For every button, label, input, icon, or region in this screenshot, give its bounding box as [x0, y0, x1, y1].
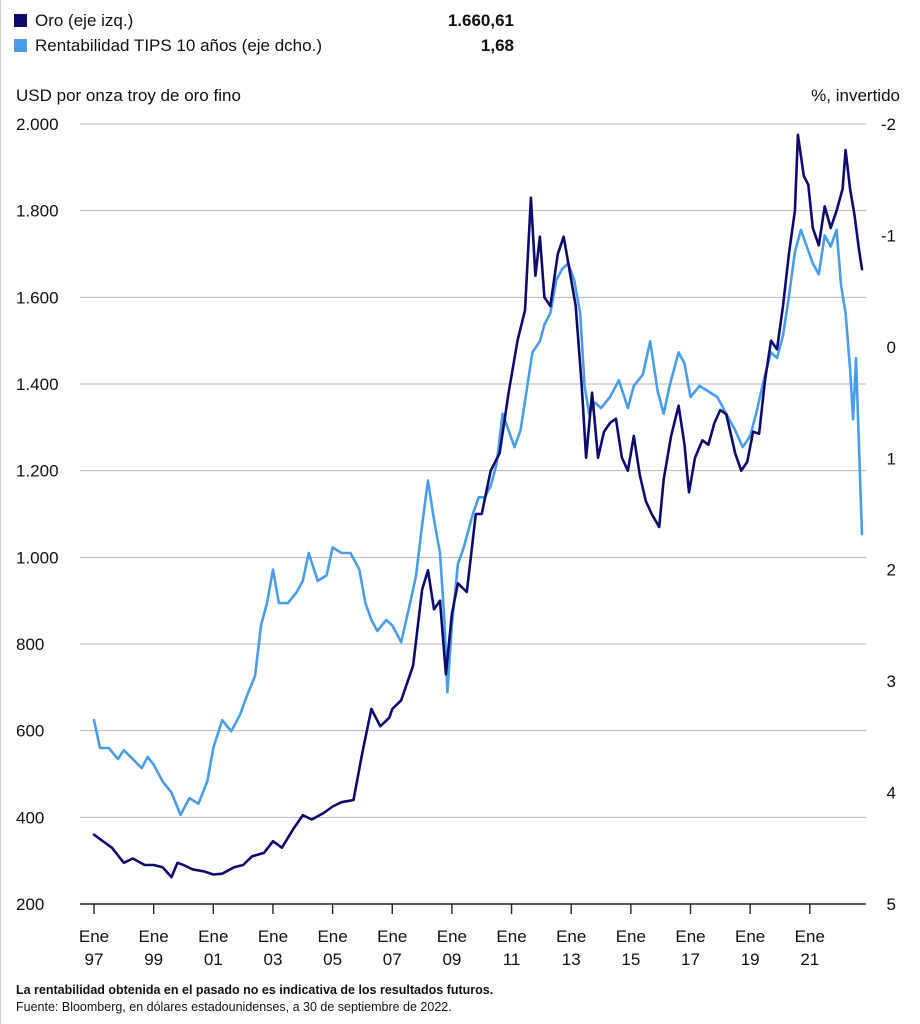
left-tick-label: 1.200 — [16, 462, 59, 481]
x-tick-label-year: 09 — [442, 950, 461, 969]
x-tick-label-month: Ene — [139, 927, 169, 946]
legend: Oro (eje izq.) 1.660,61 Rentabilidad TIP… — [14, 8, 514, 58]
right-tick-label: 5 — [887, 895, 896, 914]
right-tick-label: -1 — [881, 226, 896, 245]
x-tick-label-month: Ene — [496, 927, 526, 946]
page-edge — [0, 0, 1, 1024]
right-axis-ticks: -2 -1 0 1 2 3 4 5 — [881, 115, 896, 914]
left-tick-label: 400 — [16, 808, 44, 827]
x-tick-label-month: Ene — [795, 927, 825, 946]
legend-value-gold: 1.660,61 — [447, 11, 514, 30]
legend-label-tips: Rentabilidad TIPS 10 años (eje dcho.) — [35, 36, 322, 55]
x-tick-label-year: 21 — [800, 950, 819, 969]
x-tick-label-year: 05 — [323, 950, 342, 969]
right-axis-title: %, invertido — [811, 86, 900, 105]
legend-swatch-gold — [14, 14, 27, 27]
legend-item-gold: Oro (eje izq.) 1.660,61 — [14, 8, 514, 33]
right-tick-label: 0 — [887, 338, 896, 357]
x-tick-label-year: 07 — [383, 950, 402, 969]
x-tick-label-month: Ene — [317, 927, 347, 946]
x-tick-label-year: 19 — [741, 950, 760, 969]
left-tick-label: 200 — [16, 895, 44, 914]
line-chart: 2.000 1.800 1.600 1.400 1.200 1.000 800 600 400 2… — [16, 115, 896, 969]
x-tick-label-year: 13 — [562, 950, 581, 969]
x-tick-label-year: 11 — [503, 950, 521, 969]
right-tick-label: -2 — [881, 115, 896, 134]
left-axis-title: USD por onza troy de oro fino — [16, 86, 241, 105]
left-axis-ticks: 2.000 1.800 1.600 1.400 1.200 1.000 800 600 400 2… — [16, 115, 59, 914]
x-tick-label-month: Ene — [556, 927, 586, 946]
x-tick-label-month: Ene — [258, 927, 288, 946]
right-tick-label: 4 — [887, 784, 896, 803]
legend-value-tips: 1,68 — [480, 36, 514, 55]
x-tick-label-month: Ene — [377, 927, 407, 946]
x-tick-label-year: 99 — [144, 950, 163, 969]
left-tick-label: 800 — [16, 635, 44, 654]
x-tick-label-year: 97 — [85, 950, 104, 969]
x-tick-label-year: 01 — [204, 950, 223, 969]
x-tick-label-month: Ene — [735, 927, 765, 946]
x-tick-label-year: 15 — [621, 950, 640, 969]
x-tick-label-month: Ene — [79, 927, 109, 946]
right-tick-label: 3 — [887, 672, 896, 691]
gold-price-line — [92, 133, 864, 879]
x-tick-label-month: Ene — [198, 927, 228, 946]
footnote-disclaimer: La rentabilidad obtenida en el pasado no… — [16, 983, 494, 997]
right-tick-label: 1 — [887, 449, 896, 468]
right-tick-label: 2 — [887, 561, 896, 580]
left-tick-label: 1.000 — [16, 548, 59, 567]
legend-swatch-tips — [14, 39, 27, 52]
tips-yield-line — [92, 228, 864, 817]
x-tick-label-month: Ene — [616, 927, 646, 946]
grid-lines — [80, 123, 866, 905]
legend-item-tips: Rentabilidad TIPS 10 años (eje dcho.) 1,… — [14, 33, 514, 58]
left-tick-label: 2.000 — [16, 115, 59, 134]
left-tick-label: 1.800 — [16, 202, 59, 221]
x-tick-label-month: Ene — [675, 927, 705, 946]
left-tick-label: 1.400 — [16, 375, 59, 394]
x-axis-ticks: Ene 97 Ene 99 Ene 01 Ene 03 Ene 05 Ene 07 Ene 09 Ene 11… — [79, 904, 825, 969]
x-tick-label-year: 03 — [263, 950, 282, 969]
left-tick-label: 600 — [16, 722, 44, 741]
left-tick-label: 1.600 — [16, 288, 59, 307]
x-tick-label-year: 17 — [681, 950, 700, 969]
series-lines — [92, 133, 864, 879]
footnote-source: Fuente: Bloomberg, en dólares estadounid… — [16, 1000, 452, 1014]
x-tick-label-month: Ene — [437, 927, 467, 946]
legend-label-gold: Oro (eje izq.) — [35, 11, 134, 30]
